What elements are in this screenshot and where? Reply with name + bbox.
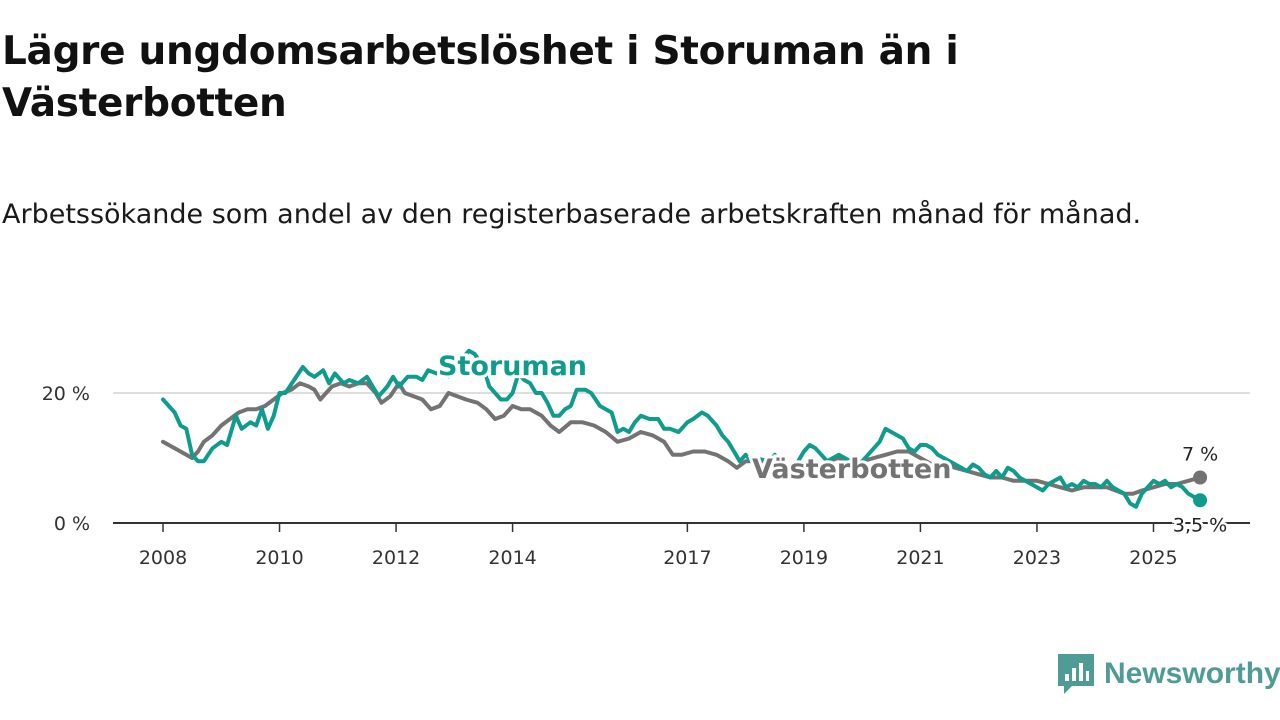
newsworthy-logo: Newsworthy bbox=[1058, 652, 1280, 696]
newsworthy-logo-icon bbox=[1058, 654, 1094, 694]
x-tick-label-5: 2019 bbox=[780, 547, 828, 569]
series-label-storuman: Storuman bbox=[438, 351, 587, 382]
x-tick-label-7: 2023 bbox=[1013, 547, 1061, 569]
series-layer bbox=[161, 348, 1203, 509]
x-tick-label-4: 2017 bbox=[663, 547, 711, 569]
x-tick-label-1: 2010 bbox=[255, 547, 303, 569]
x-tick-label-2: 2012 bbox=[372, 547, 420, 569]
series-line-storuman bbox=[161, 348, 1203, 509]
x-tick-label-0: 2008 bbox=[139, 547, 187, 569]
end-point-storuman bbox=[1193, 493, 1208, 508]
series-label-vasterbotten: Västerbotten bbox=[752, 454, 951, 485]
label-layer: Storuman Västerbotten 7 % 3,5 % bbox=[435, 348, 1230, 539]
series-line-v-sterbotten bbox=[161, 381, 1203, 496]
x-tick-label-6: 2021 bbox=[896, 547, 944, 569]
end-label-vasterbotten: 7 % bbox=[1182, 444, 1218, 466]
x-tick-label-8: 2025 bbox=[1129, 547, 1177, 569]
chart-title: Lägre ungdomsarbetslöshet i Storuman än … bbox=[2, 29, 959, 126]
axis-layer: 0 % 20 % 2008 2010 2012 2014 2017 2019 2021 2023 2… bbox=[42, 383, 1250, 569]
x-tick-label-3: 2014 bbox=[488, 547, 536, 569]
y-tick-label-1: 20 % bbox=[42, 383, 90, 405]
end-label-storuman: 3,5 % bbox=[1173, 514, 1227, 536]
brand-name: Newsworthy bbox=[1104, 657, 1280, 690]
y-tick-label-0: 0 % bbox=[54, 513, 90, 535]
chart-subtitle: Arbetssökande som andel av den registerb… bbox=[2, 199, 1142, 230]
end-point-vasterbotten bbox=[1193, 470, 1208, 485]
